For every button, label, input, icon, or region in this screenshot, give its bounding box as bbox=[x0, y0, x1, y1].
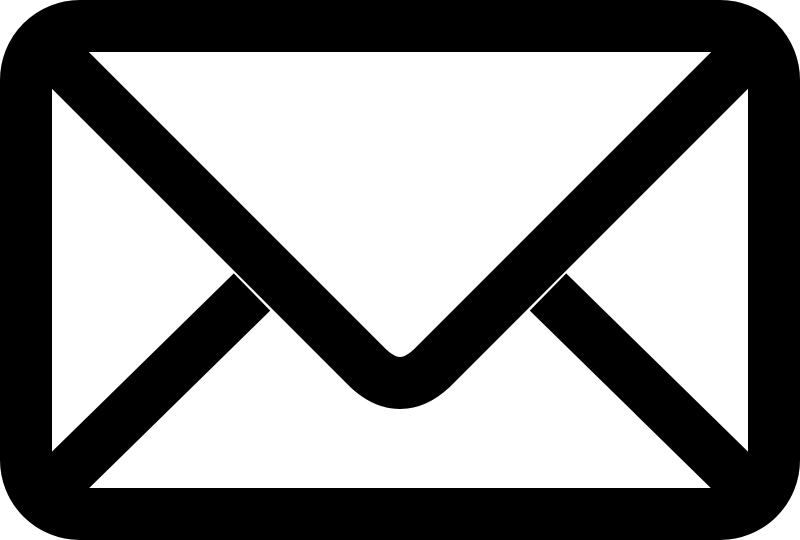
envelope-fold-right bbox=[529, 273, 771, 511]
envelope-fold-left bbox=[29, 273, 271, 511]
envelope-flap bbox=[29, 29, 771, 409]
